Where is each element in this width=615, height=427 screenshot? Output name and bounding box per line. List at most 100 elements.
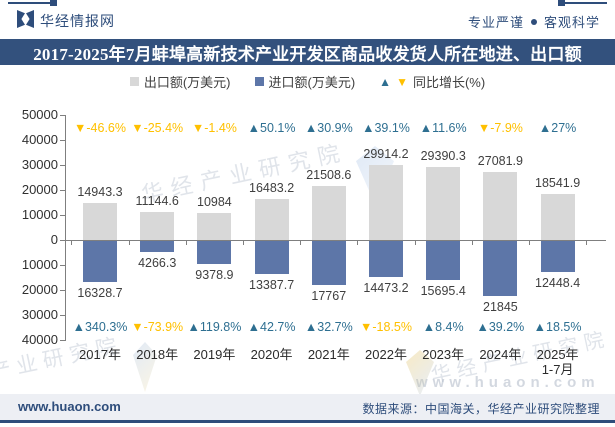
y-axis-tick-label: 30000 [21, 307, 58, 322]
x-axis-label: 2020年 [250, 347, 293, 362]
x-axis-tick-mark [71, 241, 73, 245]
legend-growth-label: 同比增长(%) [412, 75, 486, 90]
x-axis-tick-mark [128, 241, 130, 245]
y-axis-tick-mark [60, 115, 65, 116]
y-axis-tick-label: 0 [50, 232, 58, 247]
growth-value: 340.3% [84, 320, 128, 334]
huajing-logo-icon [17, 10, 34, 28]
export-swatch-icon [129, 77, 139, 86]
export-bar [369, 165, 403, 240]
export-value-label: 18541.9 [535, 176, 581, 190]
import-bar [197, 241, 232, 264]
legend-item-import: 进口额(万美元) [254, 72, 356, 91]
y-axis-tick-label: 20000 [21, 282, 58, 297]
y-axis-tick-label: 20000 [21, 182, 58, 197]
x-axis-tick-mark [471, 241, 473, 245]
growth-value: 11.6% [432, 121, 467, 135]
triangle-up-icon: ▲ [304, 320, 318, 334]
export-growth-badge: ▲27% [516, 121, 600, 135]
import-growth-badge: ▲42.7% [230, 320, 314, 334]
triangle-down-icon: ▼ [74, 121, 87, 135]
x-axis-tick-mark [357, 241, 359, 245]
y-axis-tick-label: 10000 [21, 207, 58, 222]
y-axis-tick-label: 10000 [21, 257, 58, 272]
growth-value: 50.1% [260, 121, 296, 135]
growth-value: 119.8% [199, 320, 242, 334]
footer-site-link[interactable]: www.huaon.com [18, 399, 121, 414]
export-growth-badge: ▼-7.9% [458, 121, 542, 135]
chart-title: 2017-2025年7月蚌埠高新技术产业开发区商品收发货人所在地进、出口额 [0, 39, 615, 65]
export-value-label: 10984 [197, 195, 232, 209]
top-right-accent-line [563, 2, 607, 4]
growth-value: -46.6% [86, 121, 126, 135]
triangle-up-icon: ▲ [379, 74, 392, 89]
growth-value: 39.1% [374, 121, 410, 135]
triangle-up-icon: ▲ [72, 320, 85, 334]
y-axis-tick-mark [60, 190, 65, 191]
y-axis-tick-label: 30000 [21, 157, 58, 172]
legend-export-label: 出口额(万美元) [143, 75, 231, 90]
triangle-up-icon: ▲ [247, 320, 261, 334]
import-value-label: 15695.4 [420, 284, 466, 298]
x-axis-tick-mark [185, 241, 187, 245]
import-growth-badge: ▲39.2% [458, 320, 542, 334]
import-value-label: 17767 [311, 289, 347, 303]
footer-bar [0, 394, 615, 420]
growth-value: -18.5% [372, 320, 412, 334]
y-axis-line [65, 115, 66, 341]
triangle-up-icon: ▲ [419, 121, 433, 135]
data-source-note: 数据来源：中国海关，华经产业研究院整理 [362, 402, 600, 416]
import-growth-badge: ▲18.5% [516, 320, 600, 334]
y-axis-tick-mark [60, 165, 65, 166]
import-growth-badge: ▼-18.5% [344, 320, 428, 334]
y-axis-tick-mark [60, 290, 65, 291]
x-axis-line [65, 240, 606, 241]
export-bar [83, 203, 117, 240]
import-value-label: 21845 [483, 300, 518, 314]
export-growth-badge: ▼-46.6% [58, 121, 142, 135]
growth-value: 27% [551, 121, 577, 135]
import-value-label: 4266.3 [138, 256, 177, 270]
import-bar [540, 241, 575, 272]
x-axis-tick-mark [529, 241, 530, 245]
import-swatch-icon [254, 77, 264, 86]
import-bar [83, 241, 117, 282]
import-value-label: 13387.7 [249, 278, 295, 292]
import-growth-badge: ▲8.4% [401, 320, 485, 334]
top-left-accent-line [8, 2, 52, 4]
import-growth-badge: ▲32.7% [287, 320, 371, 334]
y-axis-tick-label: 50000 [21, 107, 58, 122]
x-axis-tick-mark [586, 241, 588, 245]
export-bar [483, 172, 518, 240]
tagline-right: 客观科学 [543, 15, 600, 30]
legend: 出口额(万美元) 进口额(万美元) ▲ ▼ 同比增长(%) [0, 72, 615, 91]
import-growth-badge: ▲340.3% [58, 320, 142, 334]
triangle-down-icon: ▼ [477, 121, 491, 135]
import-value-label: 9378.9 [195, 268, 234, 282]
import-bar [369, 241, 403, 277]
growth-value: 39.2% [488, 320, 525, 334]
triangle-down-icon: ▼ [191, 121, 205, 135]
import-bar [426, 241, 461, 280]
growth-value: -7.9% [490, 121, 523, 135]
y-axis-tick-mark [60, 315, 65, 316]
triangle-up-icon: ▲ [422, 320, 436, 334]
header-tagline: 专业严谨 客观科学 [468, 12, 600, 31]
export-growth-badge: ▲11.6% [401, 121, 485, 135]
triangle-down-icon: ▼ [131, 121, 144, 135]
legend-item-growth: ▲ ▼ 同比增长(%) [379, 72, 485, 91]
x-axis-tick-mark [243, 241, 244, 245]
import-bar [311, 241, 346, 285]
y-axis-tick-mark [60, 215, 65, 216]
footer-accent-line [0, 420, 615, 423]
triangle-up-icon: ▲ [476, 320, 489, 334]
export-growth-badge: ▲39.1% [344, 121, 428, 135]
y-axis-tick-label: 40000 [21, 132, 58, 147]
import-value-label: 12448.4 [535, 276, 581, 290]
export-value-label: 14943.3 [77, 185, 123, 199]
export-value-label: 29390.3 [420, 149, 466, 163]
import-value-label: 14473.2 [363, 281, 409, 295]
y-axis-tick-mark [60, 140, 65, 141]
legend-import-label: 进口额(万美元) [268, 75, 356, 90]
